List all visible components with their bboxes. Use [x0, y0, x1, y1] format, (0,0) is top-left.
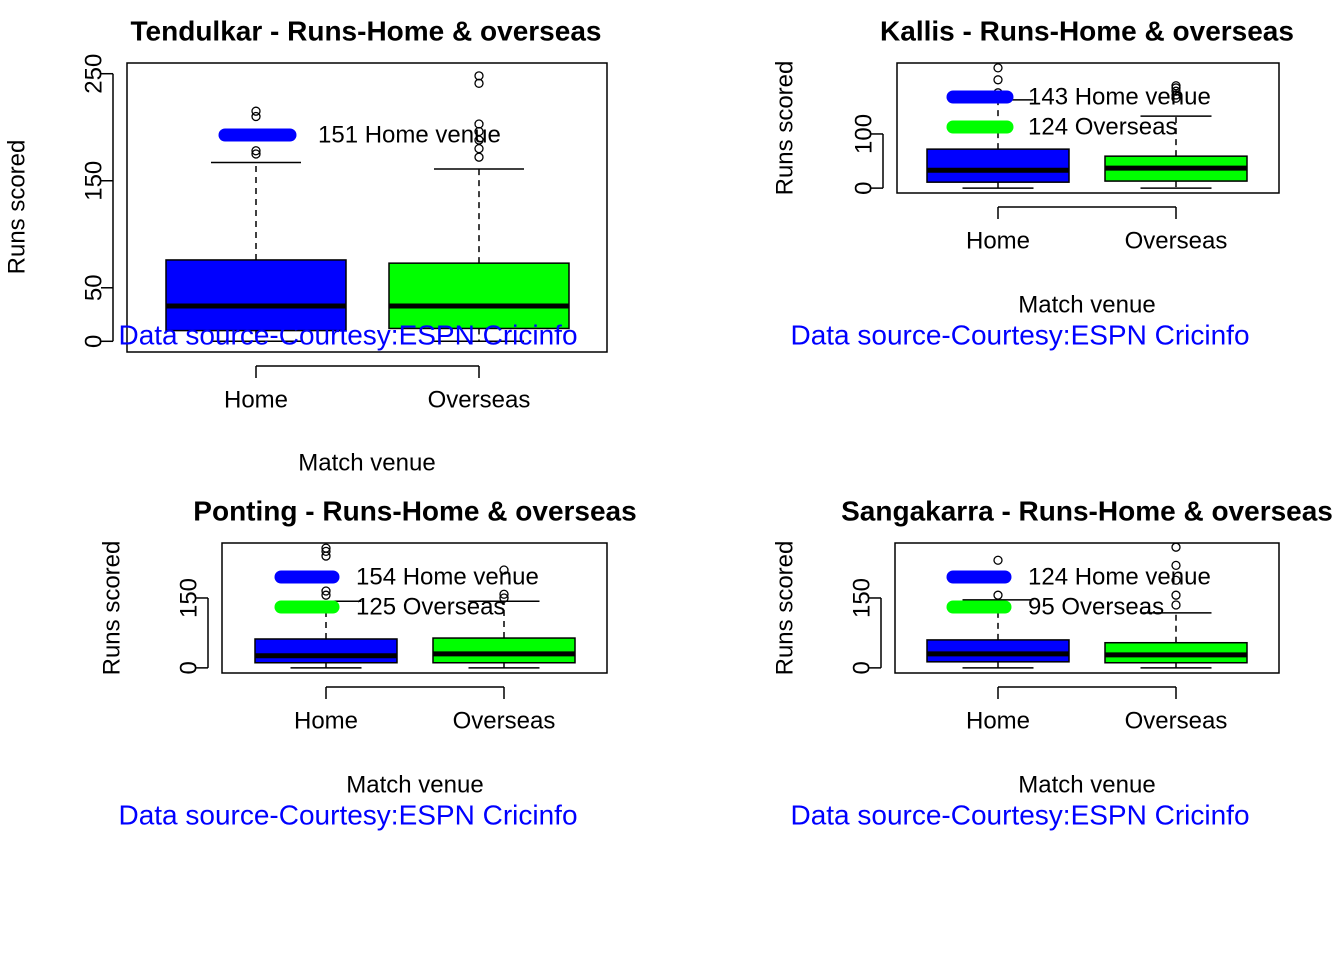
x-tick-label: Overseas [453, 707, 556, 734]
panel: Tendulkar - Runs-Home & overseas Match ve… [3, 15, 608, 476]
x-axis-label: Match venue [298, 449, 435, 476]
box [254, 638, 398, 664]
y-axis-label: Runs scored [3, 140, 30, 275]
box [926, 639, 1070, 663]
outlier [1171, 86, 1181, 96]
x-tick-label: Home [966, 227, 1030, 254]
y-tick-label: 250 [80, 54, 107, 94]
outlier [251, 106, 261, 116]
panel: Ponting - Runs-Home & overseas Match venu… [98, 495, 636, 830]
outlier [499, 593, 509, 603]
legend-label: 143 Home venue [1028, 83, 1211, 110]
y-axis-label: Runs scored [98, 541, 125, 676]
box [432, 637, 576, 664]
outlier [993, 555, 1003, 565]
x-axis-label: Match venue [1018, 291, 1155, 318]
outlier [1171, 575, 1181, 585]
y-tick-label: 50 [80, 274, 107, 301]
x-tick-label: Overseas [1125, 707, 1228, 734]
box [388, 262, 570, 330]
chart-title: Tendulkar - Runs-Home & overseas [131, 15, 602, 46]
y-axis-label: Runs scored [771, 61, 798, 196]
y-tick-label: 0 [848, 661, 875, 674]
plot-frame [126, 62, 608, 353]
x-tick-label: Home [224, 386, 288, 413]
legend-label: 151 Home venue [318, 121, 501, 148]
outlier [1171, 81, 1181, 91]
source-note: Data source-Courtesy:ESPN Cricinfo [118, 319, 577, 350]
outlier [1171, 560, 1181, 571]
x-axis-label: Match venue [1018, 771, 1155, 798]
outlier [474, 78, 484, 88]
legend-label: 125 Overseas [356, 593, 505, 620]
panel: Sangakarra - Runs-Home & overseas Match v… [771, 495, 1333, 830]
legend-label: 95 Overseas [1028, 593, 1164, 620]
outlier [321, 543, 331, 553]
source-note: Data source-Courtesy:ESPN Cricinfo [790, 319, 1249, 350]
outlier [474, 71, 484, 81]
outlier [1171, 542, 1181, 552]
plot-frame [894, 542, 1280, 674]
y-tick-label: 0 [80, 335, 107, 348]
outlier [321, 590, 331, 600]
y-tick-label: 0 [175, 661, 202, 674]
outlier [251, 111, 261, 122]
box [926, 148, 1070, 183]
outlier [1171, 93, 1181, 103]
outlier [321, 546, 331, 557]
chart-title: Ponting - Runs-Home & overseas [193, 495, 636, 526]
outlier [1171, 600, 1181, 610]
outlier [251, 149, 261, 159]
outlier [993, 63, 1003, 73]
outlier [474, 119, 484, 129]
y-tick-label: 150 [848, 578, 875, 618]
chart-title: Sangakarra - Runs-Home & overseas [841, 495, 1333, 526]
panel: Kallis - Runs-Home & overseas Match venue… [771, 15, 1294, 350]
box [165, 259, 347, 332]
y-tick-label: 150 [80, 161, 107, 201]
y-axis-label: Runs scored [771, 541, 798, 676]
x-tick-label: Overseas [428, 386, 531, 413]
x-tick-label: Home [966, 707, 1030, 734]
plot-frame [896, 62, 1280, 194]
source-note: Data source-Courtesy:ESPN Cricinfo [790, 799, 1249, 830]
x-axis-label: Match venue [346, 771, 483, 798]
x-tick-label: Overseas [1125, 227, 1228, 254]
x-tick-label: Home [294, 707, 358, 734]
outlier [251, 146, 261, 156]
outlier [321, 586, 331, 596]
outlier [993, 75, 1003, 85]
outlier [474, 152, 484, 162]
outlier [499, 565, 509, 575]
y-tick-label: 100 [850, 114, 877, 154]
plot-frame [221, 542, 608, 674]
y-tick-label: 0 [850, 181, 877, 194]
legend-label: 154 Home venue [356, 563, 539, 590]
chart-title: Kallis - Runs-Home & overseas [880, 15, 1294, 46]
outlier [1171, 590, 1181, 600]
outlier [499, 589, 509, 599]
source-note: Data source-Courtesy:ESPN Cricinfo [118, 799, 577, 830]
y-tick-label: 150 [175, 578, 202, 618]
legend-label: 124 Home venue [1028, 563, 1211, 590]
outlier [1171, 90, 1181, 100]
outlier [993, 590, 1003, 600]
legend-label: 124 Overseas [1028, 113, 1177, 140]
